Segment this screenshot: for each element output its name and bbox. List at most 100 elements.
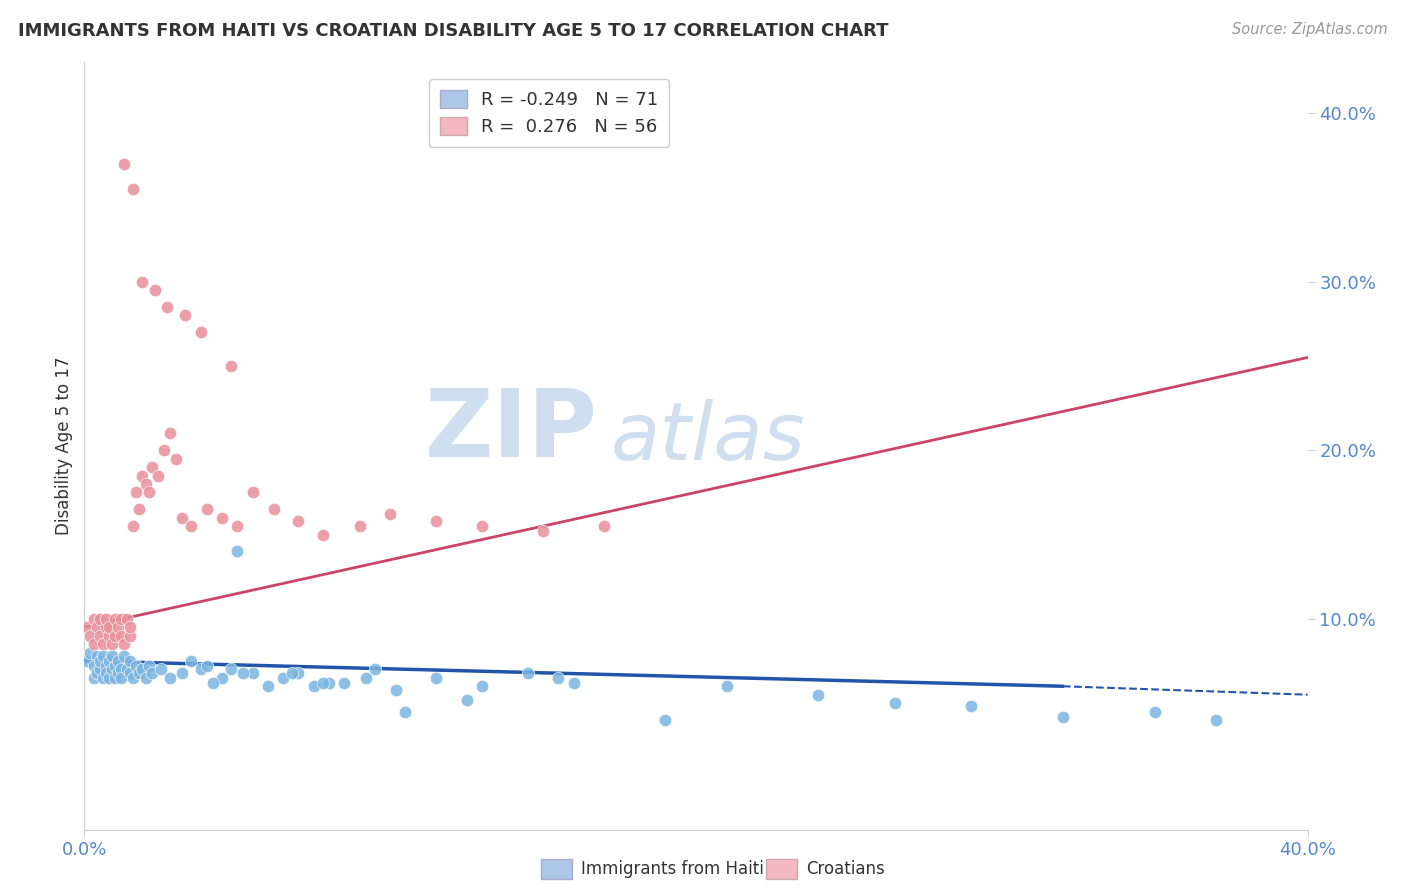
Point (120, 620, 142, 634)
Point (125, 485, 148, 500)
Point (138, 485, 160, 500)
Point (97, 629, 120, 643)
Point (219, 359, 242, 373)
Point (531, 524, 554, 538)
Point (122, 671, 145, 685)
Point (149, 662, 172, 676)
Point (146, 468, 169, 483)
Y-axis label: Disability Age 5 to 17: Disability Age 5 to 17 (55, 357, 73, 535)
Point (312, 527, 335, 541)
Point (94, 665, 117, 680)
Point (141, 665, 163, 680)
Point (960, 699, 983, 714)
Point (471, 519, 494, 533)
Point (883, 696, 905, 710)
Point (354, 671, 377, 685)
Point (101, 637, 124, 651)
Point (120, 654, 142, 668)
Point (302, 679, 325, 693)
Point (131, 662, 153, 676)
Point (159, 426, 181, 441)
Point (180, 654, 202, 668)
Point (425, 671, 447, 685)
Point (76, 654, 98, 668)
Point (83, 637, 105, 651)
Point (97, 654, 120, 668)
Point (94, 659, 117, 673)
Point (456, 692, 478, 706)
Point (425, 514, 447, 528)
Point (716, 679, 738, 693)
Point (318, 676, 340, 690)
Point (89, 654, 111, 668)
Point (76, 620, 98, 634)
Point (172, 510, 194, 524)
Point (281, 665, 304, 680)
Point (547, 671, 569, 685)
Point (107, 620, 129, 634)
Point (83, 612, 105, 626)
Point (159, 671, 181, 685)
Text: IMMIGRANTS FROM HAITI VS CROATIAN DISABILITY AGE 5 TO 17 CORRELATION CHART: IMMIGRANTS FROM HAITI VS CROATIAN DISABI… (18, 22, 889, 40)
Point (122, 519, 145, 533)
Point (120, 629, 142, 643)
Point (104, 629, 127, 643)
Point (143, 283, 166, 297)
Text: Croatians: Croatians (806, 860, 884, 878)
Point (232, 665, 254, 680)
Point (115, 612, 138, 626)
Point (1052, 709, 1074, 723)
Point (110, 629, 132, 643)
Point (394, 705, 416, 719)
Point (516, 665, 538, 680)
Point (226, 544, 249, 558)
Point (110, 662, 132, 676)
Point (242, 665, 264, 680)
Point (271, 671, 294, 685)
Point (83, 659, 105, 673)
Text: Source: ZipAtlas.com: Source: ZipAtlas.com (1232, 22, 1388, 37)
Point (86, 648, 108, 663)
Point (125, 659, 148, 673)
Point (242, 485, 264, 500)
Point (593, 519, 616, 533)
Text: ZIP: ZIP (425, 384, 598, 476)
Point (120, 665, 142, 680)
Point (115, 662, 138, 676)
Point (211, 510, 233, 524)
Text: atlas: atlas (610, 400, 806, 477)
Point (153, 443, 176, 458)
Point (110, 612, 132, 626)
Point (219, 662, 242, 676)
Point (89, 612, 111, 626)
Point (1205, 713, 1227, 727)
Point (380, 508, 402, 522)
Point (180, 519, 202, 533)
Point (195, 659, 218, 673)
Point (107, 665, 129, 680)
Point (190, 662, 212, 676)
Point (211, 671, 233, 685)
Point (138, 659, 160, 673)
Point (94, 620, 117, 634)
Point (135, 671, 157, 685)
Point (333, 676, 356, 690)
Point (79, 629, 101, 643)
Point (349, 519, 371, 533)
Point (104, 659, 127, 673)
Point (86, 620, 108, 634)
Point (385, 682, 408, 697)
Point (91, 648, 114, 663)
Point (91, 671, 114, 685)
Point (807, 688, 830, 702)
Point (91, 637, 114, 651)
Point (263, 502, 285, 516)
Point (364, 662, 387, 676)
Point (107, 654, 129, 668)
Point (287, 665, 309, 680)
Point (131, 468, 153, 483)
Point (89, 662, 111, 676)
Point (79, 646, 101, 660)
Point (174, 309, 197, 323)
Point (110, 671, 132, 685)
